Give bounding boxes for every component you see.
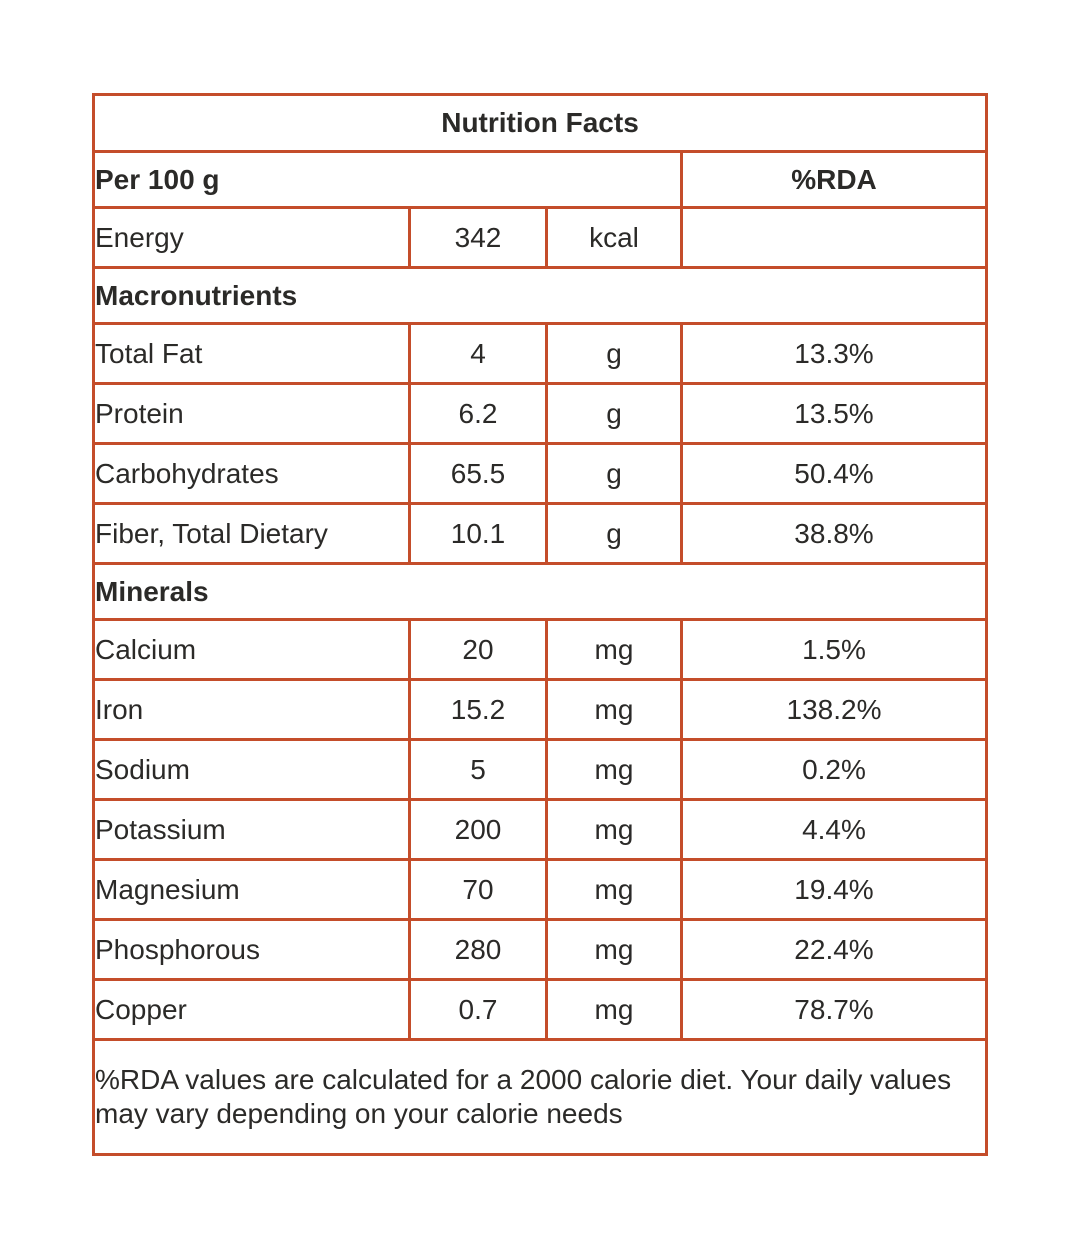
table-row-iron: Iron 15.2 mg 138.2%	[92, 678, 988, 741]
nutrient-label: Calcium	[92, 618, 411, 681]
table-row-phosphorous: Phosphorous 280 mg 22.4%	[92, 918, 988, 981]
serving-size-header: Per 100 g	[92, 150, 683, 209]
header-row: Per 100 g %RDA	[92, 150, 988, 209]
nutrient-value: 65.5	[408, 442, 548, 505]
nutrient-value: 70	[408, 858, 548, 921]
nutrient-rda: 4.4%	[680, 798, 988, 861]
table-row-magnesium: Magnesium 70 mg 19.4%	[92, 858, 988, 921]
section-header-row: Macronutrients	[92, 266, 988, 325]
nutrient-rda: 22.4%	[680, 918, 988, 981]
table-row-fiber: Fiber, Total Dietary 10.1 g 38.8%	[92, 502, 988, 565]
nutrient-label: Protein	[92, 382, 411, 445]
nutrient-label: Energy	[92, 206, 411, 269]
nutrient-value: 6.2	[408, 382, 548, 445]
nutrient-value: 5	[408, 738, 548, 801]
title-row: Nutrition Facts	[92, 93, 988, 153]
nutrient-value: 20	[408, 618, 548, 681]
nutrient-value: 280	[408, 918, 548, 981]
nutrient-label: Total Fat	[92, 322, 411, 385]
nutrient-label: Fiber, Total Dietary	[92, 502, 411, 565]
nutrient-rda	[680, 206, 988, 269]
table-row-energy: Energy 342 kcal	[92, 206, 988, 269]
nutrient-label: Sodium	[92, 738, 411, 801]
nutrient-unit: mg	[545, 618, 683, 681]
nutrient-label: Magnesium	[92, 858, 411, 921]
nutrient-unit: g	[545, 322, 683, 385]
section-header-row: Minerals	[92, 562, 988, 621]
nutrient-rda: 19.4%	[680, 858, 988, 921]
table-row-sodium: Sodium 5 mg 0.2%	[92, 738, 988, 801]
rda-column-header: %RDA	[680, 150, 988, 209]
nutrient-unit: mg	[545, 978, 683, 1041]
nutrient-label: Phosphorous	[92, 918, 411, 981]
table-row-total-fat: Total Fat 4 g 13.3%	[92, 322, 988, 385]
table-row-potassium: Potassium 200 mg 4.4%	[92, 798, 988, 861]
nutrient-label: Copper	[92, 978, 411, 1041]
nutrient-value: 10.1	[408, 502, 548, 565]
nutrient-unit: g	[545, 442, 683, 505]
table-title: Nutrition Facts	[92, 93, 988, 153]
nutrient-unit: g	[545, 502, 683, 565]
nutrient-label: Iron	[92, 678, 411, 741]
nutrient-unit: mg	[545, 858, 683, 921]
nutrient-rda: 13.3%	[680, 322, 988, 385]
nutrient-label: Carbohydrates	[92, 442, 411, 505]
nutrient-value: 200	[408, 798, 548, 861]
nutrient-rda: 13.5%	[680, 382, 988, 445]
rda-footnote: %RDA values are calculated for a 2000 ca…	[92, 1038, 988, 1156]
section-header-minerals: Minerals	[92, 562, 988, 621]
table-row-calcium: Calcium 20 mg 1.5%	[92, 618, 988, 681]
footnote-row: %RDA values are calculated for a 2000 ca…	[92, 1038, 988, 1156]
table-row-protein: Protein 6.2 g 13.5%	[92, 382, 988, 445]
nutrient-rda: 1.5%	[680, 618, 988, 681]
nutrient-unit: mg	[545, 738, 683, 801]
nutrient-unit: mg	[545, 918, 683, 981]
nutrient-value: 0.7	[408, 978, 548, 1041]
nutrient-rda: 78.7%	[680, 978, 988, 1041]
table-row-carbohydrates: Carbohydrates 65.5 g 50.4%	[92, 442, 988, 505]
nutrient-rda: 138.2%	[680, 678, 988, 741]
nutrient-value: 4	[408, 322, 548, 385]
section-header-macronutrients: Macronutrients	[92, 266, 988, 325]
nutrient-unit: g	[545, 382, 683, 445]
nutrient-rda: 38.8%	[680, 502, 988, 565]
nutrient-label: Potassium	[92, 798, 411, 861]
nutrient-unit: mg	[545, 798, 683, 861]
table-row-copper: Copper 0.7 mg 78.7%	[92, 978, 988, 1041]
nutrient-value: 342	[408, 206, 548, 269]
nutrient-rda: 0.2%	[680, 738, 988, 801]
nutrient-unit: mg	[545, 678, 683, 741]
nutrient-value: 15.2	[408, 678, 548, 741]
nutrition-facts-table: Nutrition Facts Per 100 g %RDA Energy 34…	[92, 93, 988, 1156]
nutrient-rda: 50.4%	[680, 442, 988, 505]
nutrient-unit: kcal	[545, 206, 683, 269]
